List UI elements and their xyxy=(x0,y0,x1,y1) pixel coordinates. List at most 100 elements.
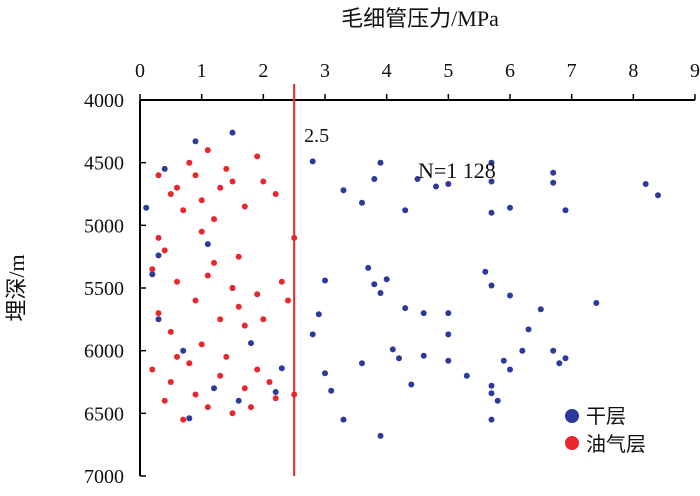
oil-gas-layer-point xyxy=(241,322,248,329)
dry-layer-point xyxy=(562,355,569,362)
oil-gas-layer-point xyxy=(198,197,205,204)
x-tick-label: 6 xyxy=(505,60,515,82)
legend-marker-oil-gas-layer xyxy=(565,436,579,450)
oil-gas-layer-point xyxy=(260,178,267,185)
oil-gas-layer-point xyxy=(235,303,242,310)
dry-layer-point xyxy=(377,159,384,166)
dry-layer-point xyxy=(161,165,168,172)
oil-gas-layer-point xyxy=(272,395,279,402)
dry-layer-point xyxy=(211,385,217,392)
oil-gas-layer-point xyxy=(174,278,180,285)
oil-gas-layer-point xyxy=(167,328,174,335)
oil-gas-layer-point xyxy=(241,385,248,392)
dry-layer-point xyxy=(507,204,513,211)
oil-gas-layer-point xyxy=(235,253,242,260)
dry-layer-point xyxy=(488,382,495,389)
dry-layer-point xyxy=(340,416,347,423)
dry-layer-point xyxy=(377,432,384,439)
oil-gas-layer-point xyxy=(161,397,168,404)
oil-gas-layer-point xyxy=(217,372,224,379)
dry-layer-point xyxy=(408,381,415,388)
dry-layer-point xyxy=(365,264,372,271)
oil-gas-layer-point xyxy=(272,191,279,197)
dry-layer-point xyxy=(433,183,439,190)
oil-gas-layer-point xyxy=(217,316,224,323)
dry-layer-point xyxy=(322,370,328,377)
dry-layer-point xyxy=(488,178,495,185)
oil-gas-layer-point xyxy=(223,353,230,360)
oil-gas-layer-point xyxy=(192,172,199,179)
oil-gas-layer-point xyxy=(149,266,156,273)
dry-layer-point xyxy=(402,305,409,312)
dry-layer-point xyxy=(149,271,156,278)
dry-layer-point xyxy=(420,310,427,317)
x-tick-label: 4 xyxy=(382,60,392,82)
dry-layer-point xyxy=(192,138,199,145)
oil-gas-layer-point xyxy=(229,410,236,417)
oil-gas-layer-point xyxy=(285,297,291,304)
dry-layer-point xyxy=(420,352,427,359)
dry-layer-point xyxy=(655,192,661,199)
y-tick-label: 4000 xyxy=(84,90,124,112)
oil-gas-layer-point xyxy=(180,207,187,214)
dry-layer-point xyxy=(389,346,396,353)
y-tick-label: 5000 xyxy=(84,215,124,237)
oil-gas-layer-point xyxy=(192,297,199,304)
dry-layer-point xyxy=(482,268,489,275)
dry-layer-point xyxy=(642,181,649,187)
oil-gas-layer-point xyxy=(223,165,230,172)
dry-layer-point xyxy=(180,347,187,354)
legend-label-oil-gas-layer: 油气层 xyxy=(586,433,646,456)
dry-layer-point xyxy=(328,387,335,394)
oil-gas-layer-point xyxy=(241,203,248,210)
x-tick-label: 1 xyxy=(197,60,207,82)
dry-layer-point xyxy=(414,176,421,182)
dry-layer-point xyxy=(248,340,254,347)
data-points xyxy=(143,129,661,439)
oil-gas-layer-point xyxy=(248,404,254,411)
reference-line-label: 2.5 xyxy=(304,125,329,147)
legend-marker-dry-layer xyxy=(565,409,579,423)
dry-layer-point xyxy=(445,181,452,187)
oil-gas-layer-point xyxy=(180,416,187,423)
dry-layer-point xyxy=(562,207,569,214)
axis-ticks: 0 1 2 3 4 5 6 7 8 9 4000 4500 5000 5500 6000 6500 7000 xyxy=(84,60,700,488)
oil-gas-layer-point xyxy=(266,379,273,385)
dry-layer-point xyxy=(229,129,236,136)
dry-layer-point xyxy=(550,169,557,176)
dry-layer-point xyxy=(445,331,452,338)
oil-gas-layer-point xyxy=(254,153,261,160)
dry-layer-point xyxy=(507,366,513,373)
dry-layer-point xyxy=(383,276,390,283)
oil-gas-layer-point xyxy=(155,172,162,179)
dry-layer-point xyxy=(402,207,409,214)
dry-layer-point xyxy=(371,176,378,182)
x-tick-label: 0 xyxy=(135,60,145,82)
sample-count-annotation: N=1 128 xyxy=(418,158,496,183)
dry-layer-point xyxy=(500,357,507,364)
oil-gas-layer-point xyxy=(211,259,217,266)
x-tick-label: 7 xyxy=(567,60,577,82)
oil-gas-layer-point xyxy=(204,404,211,411)
oil-gas-layer-point xyxy=(149,366,156,373)
dry-layer-point xyxy=(525,326,532,333)
oil-gas-layer-point xyxy=(260,316,267,323)
oil-gas-layer-point xyxy=(229,285,236,291)
dry-layer-point xyxy=(488,159,495,166)
x-tick-label: 9 xyxy=(690,60,700,82)
oil-gas-layer-point xyxy=(254,366,261,373)
x-tick-label: 5 xyxy=(443,60,453,82)
y-tick-label: 6000 xyxy=(84,341,124,363)
legend-label-dry-layer: 干层 xyxy=(586,406,626,428)
dry-layer-point xyxy=(463,372,470,379)
y-tick-label: 7000 xyxy=(84,466,124,488)
oil-gas-layer-point xyxy=(217,184,224,191)
dry-layer-point xyxy=(507,292,513,299)
y-tick-label: 4500 xyxy=(84,153,124,175)
dry-layer-point xyxy=(315,311,322,318)
dry-layer-point xyxy=(371,281,378,288)
y-tick-label: 6500 xyxy=(84,403,124,425)
x-axis-title: 毛细管压力/MPa xyxy=(341,6,499,31)
dry-layer-point xyxy=(235,397,242,404)
